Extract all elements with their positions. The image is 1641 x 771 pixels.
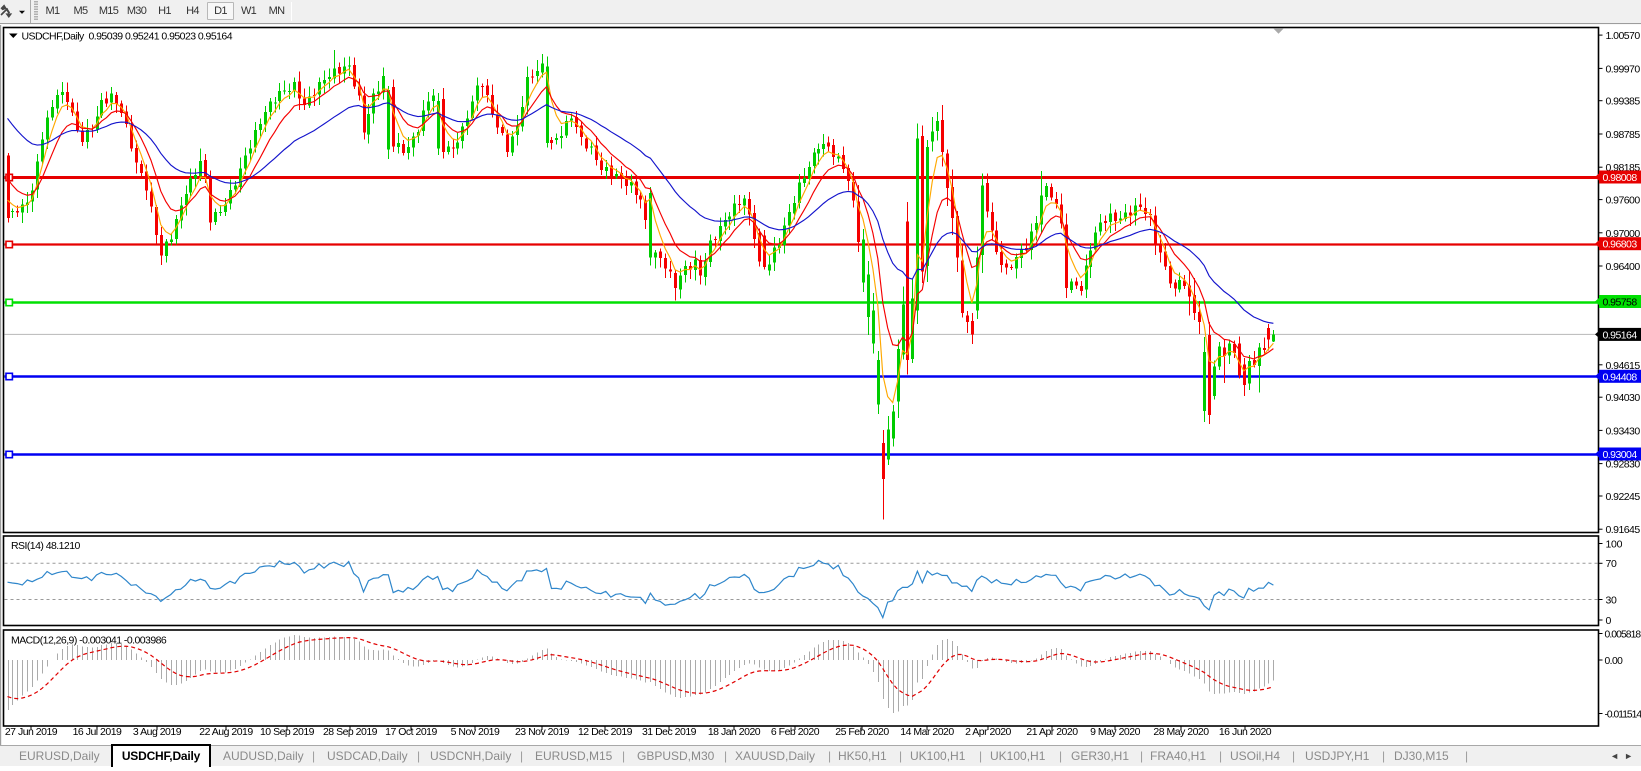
svg-text:0: 0 [1606,615,1612,627]
svg-text:0.005818: 0.005818 [1605,629,1641,640]
svg-text:3 Aug 2019: 3 Aug 2019 [133,726,182,738]
svg-text:USDCHF,Daily 0.95039 0.95241: USDCHF,Daily 0.95039 0.95241 0.95023 0.9… [22,31,233,43]
svg-text:0.94030: 0.94030 [1606,392,1641,404]
svg-text:21 Apr 2020: 21 Apr 2020 [1026,726,1078,738]
svg-text:5 Nov 2019: 5 Nov 2019 [451,726,500,738]
svg-text:30: 30 [1606,594,1618,606]
svg-text:18 Jan 2020: 18 Jan 2020 [708,726,761,738]
svg-text:0.94408: 0.94408 [1603,371,1638,383]
svg-text:2 Apr 2020: 2 Apr 2020 [965,726,1011,738]
svg-text:14 Mar 2020: 14 Mar 2020 [900,726,954,738]
svg-text:0.96400: 0.96400 [1606,261,1641,273]
svg-text:100: 100 [1606,538,1623,550]
svg-text:0.98008: 0.98008 [1603,172,1638,184]
svg-text:0.92245: 0.92245 [1606,491,1641,503]
svg-text:28 May 2020: 28 May 2020 [1153,726,1209,738]
svg-text:22 Aug 2019: 22 Aug 2019 [199,726,253,738]
svg-text:RSI(14) 48.1210: RSI(14) 48.1210 [11,540,81,552]
svg-text:MACD(12,26,9) -0.003041 -0.003: MACD(12,26,9) -0.003041 -0.003986 [11,635,167,647]
svg-text:70: 70 [1606,558,1618,570]
svg-text:16 Jun 2020: 16 Jun 2020 [1219,726,1272,738]
svg-text:12 Dec 2019: 12 Dec 2019 [578,726,633,738]
svg-text:0.98785: 0.98785 [1606,129,1641,141]
svg-text:0.99970: 0.99970 [1606,63,1641,75]
svg-text:31 Dec 2019: 31 Dec 2019 [642,726,697,738]
svg-text:0.00: 0.00 [1605,656,1624,667]
svg-text:0.99385: 0.99385 [1606,96,1641,108]
svg-text:0.95164: 0.95164 [1603,329,1638,341]
svg-text:28 Sep 2019: 28 Sep 2019 [323,726,378,738]
svg-text:6 Feb 2020: 6 Feb 2020 [771,726,820,738]
svg-text:0.91645: 0.91645 [1606,524,1641,536]
svg-text:23 Nov 2019: 23 Nov 2019 [515,726,570,738]
svg-text:9 May 2020: 9 May 2020 [1090,726,1141,738]
svg-text:0.97600: 0.97600 [1606,195,1641,207]
svg-text:25 Feb 2020: 25 Feb 2020 [835,726,889,738]
svg-text:-0.011514: -0.011514 [1605,709,1641,720]
svg-text:17 Oct 2019: 17 Oct 2019 [385,726,437,738]
svg-text:0.95758: 0.95758 [1603,297,1638,309]
svg-text:1.00570: 1.00570 [1606,30,1641,42]
svg-text:16 Jul 2019: 16 Jul 2019 [73,726,122,738]
svg-text:0.96803: 0.96803 [1603,239,1638,251]
svg-text:0.93430: 0.93430 [1606,425,1641,437]
svg-text:10 Sep 2019: 10 Sep 2019 [260,726,315,738]
svg-text:27 Jun 2019: 27 Jun 2019 [5,726,58,738]
svg-text:0.93004: 0.93004 [1603,449,1638,461]
